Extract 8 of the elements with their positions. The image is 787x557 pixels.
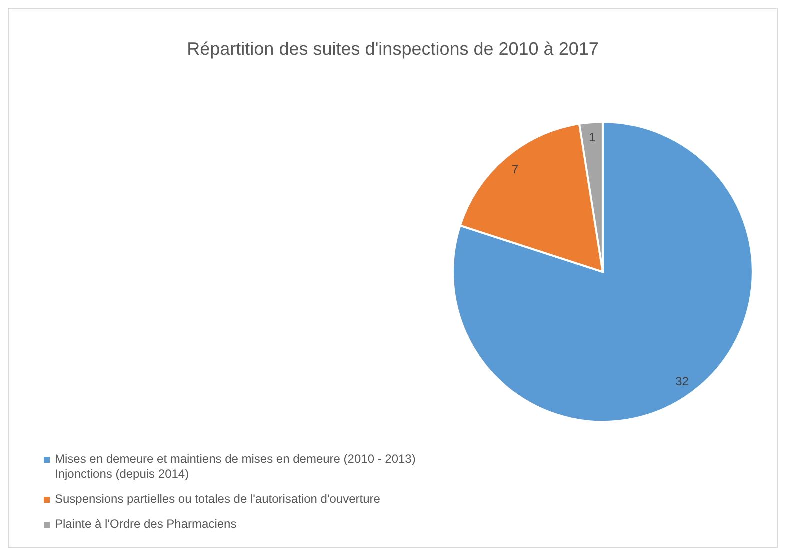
data-label: 32 [676,374,690,388]
legend-label: Suspensions partielles ou totales de l'autorisation d'ouverture [55,492,380,507]
legend-label: Mises en demeure et maintiens de mises en demeure (2010 - 2013) Injonctions (depuis 2014) [55,452,417,482]
data-label: 7 [512,162,519,176]
legend-label: Plainte à l'Ordre des Pharmaciens [55,517,237,532]
chart-title: Répartition des suites d'inspections de 2010 à 2017 [186,39,600,60]
data-label: 1 [589,130,596,144]
pie-slice [452,121,754,423]
